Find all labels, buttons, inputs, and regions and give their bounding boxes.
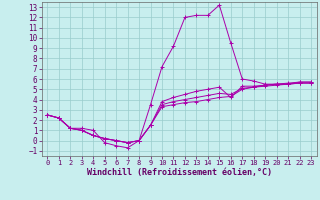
X-axis label: Windchill (Refroidissement éolien,°C): Windchill (Refroidissement éolien,°C) bbox=[87, 168, 272, 177]
